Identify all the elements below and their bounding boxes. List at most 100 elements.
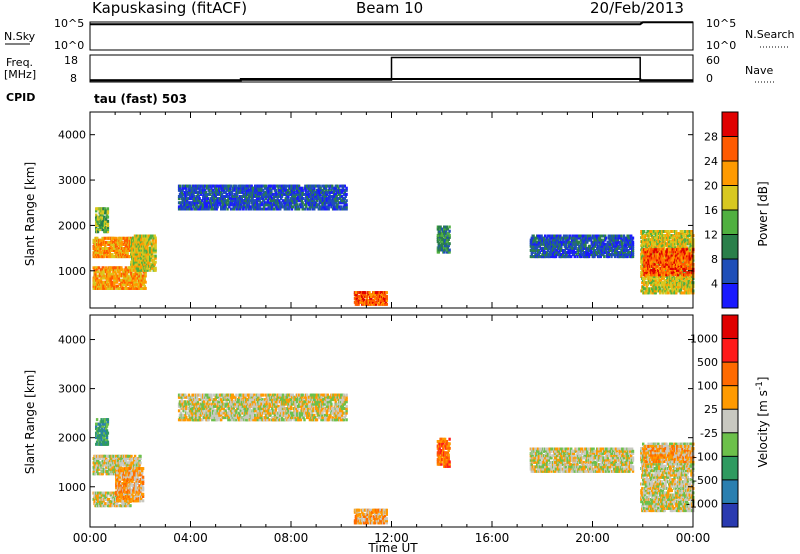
- echo-cell: [181, 184, 184, 188]
- echo-cell: [237, 203, 240, 207]
- echo-cell: [579, 238, 583, 242]
- echo-cell: [684, 244, 687, 248]
- echo-cell: [648, 244, 651, 248]
- echo-cell: [436, 240, 440, 244]
- echo-cell: [281, 199, 285, 203]
- echo-cell: [144, 272, 147, 276]
- echo-cell: [287, 195, 290, 198]
- echo-cell: [604, 242, 607, 246]
- echo-cell: [121, 268, 124, 272]
- echo-cell: [540, 234, 543, 238]
- echo-cell: [631, 242, 635, 246]
- echo-cell: [547, 253, 550, 257]
- echo-cell: [232, 207, 235, 211]
- echo-cell: [152, 254, 155, 258]
- echo-cell: [361, 295, 364, 298]
- echo-cell: [661, 291, 665, 295]
- echo-cell: [140, 266, 143, 270]
- echo-cell: [677, 240, 681, 244]
- echo-cell: [676, 236, 680, 240]
- echo-cell: [304, 184, 307, 188]
- echo-cell: [685, 289, 688, 293]
- echo-cell: [339, 195, 342, 198]
- echo-cell: [132, 262, 136, 266]
- echo-cell: [308, 188, 312, 192]
- echo-cell: [370, 296, 373, 300]
- echo-cell: [113, 236, 116, 240]
- echo-cell: [212, 184, 216, 188]
- echo-cell: [604, 238, 607, 242]
- echo-cell: [119, 242, 122, 246]
- echo-cell: [325, 207, 329, 211]
- echo-cell: [132, 266, 135, 270]
- echo-cell: [238, 201, 242, 205]
- echo-cell: [680, 244, 683, 248]
- echo-cell: [650, 232, 653, 235]
- echo-cell: [246, 190, 250, 194]
- echo-cell: [581, 249, 584, 252]
- echo-cell: [611, 246, 614, 250]
- echo-cell: [328, 186, 331, 190]
- echo-cell: [331, 186, 334, 190]
- echo-cell: [116, 284, 120, 288]
- echo-cell: [272, 197, 276, 201]
- echo-cell: [656, 236, 659, 240]
- echo-cell: [208, 190, 211, 194]
- echo-cell: [682, 246, 685, 250]
- echo-cell: [631, 240, 635, 244]
- echo-cell: [114, 240, 118, 244]
- echo-cell: [146, 234, 149, 238]
- echo-cell: [124, 276, 128, 280]
- echo-cell: [97, 253, 100, 257]
- echo-cell: [149, 246, 152, 250]
- echo-cell: [673, 281, 676, 285]
- echo-cell: [645, 285, 648, 289]
- echo-cell: [105, 240, 108, 244]
- echo-cell: [195, 188, 198, 192]
- echo-cell: [240, 186, 243, 190]
- echo-cell: [313, 205, 316, 209]
- echo-cell: [110, 266, 113, 270]
- echo-cell: [577, 242, 580, 246]
- echo-cell: [602, 253, 605, 257]
- echo-cell: [621, 242, 624, 246]
- echo-cell: [561, 240, 565, 244]
- echo-cell: [658, 246, 661, 250]
- echo-cell: [280, 186, 283, 190]
- echo-cell: [106, 219, 110, 223]
- echo-cell: [292, 186, 295, 190]
- echo-cell: [644, 275, 648, 278]
- echo-cell: [188, 184, 192, 188]
- echo-cell: [682, 270, 685, 274]
- echo-cell: [237, 199, 240, 203]
- echo-cell: [319, 186, 322, 190]
- echo-cell: [182, 186, 185, 190]
- echo-cell: [550, 255, 553, 259]
- echo-cell: [684, 240, 687, 244]
- echo-cell: [570, 240, 574, 244]
- echo-cell: [336, 199, 339, 203]
- echo-cell: [661, 281, 665, 285]
- echo-cell: [258, 203, 261, 207]
- echo-cell: [135, 264, 138, 268]
- echo-cell: [675, 291, 678, 295]
- echo-cell: [113, 244, 116, 248]
- echo-cell: [179, 203, 183, 207]
- echo-cell: [243, 203, 246, 207]
- echo-cell: [646, 287, 649, 291]
- echo-cell: [107, 242, 111, 246]
- echo-cell: [117, 276, 120, 280]
- echo-cell: [598, 236, 602, 240]
- echo-cell: [132, 244, 135, 248]
- echo-cell: [119, 286, 122, 290]
- echo-cell: [575, 253, 578, 257]
- echo-cell: [94, 240, 97, 244]
- echo-cell: [314, 184, 318, 188]
- echo-cell: [221, 201, 225, 205]
- echo-cell: [532, 240, 535, 244]
- echo-cell: [254, 192, 258, 196]
- echo-cell: [195, 203, 199, 207]
- echo-cell: [615, 244, 619, 248]
- echo-cell: [651, 283, 655, 287]
